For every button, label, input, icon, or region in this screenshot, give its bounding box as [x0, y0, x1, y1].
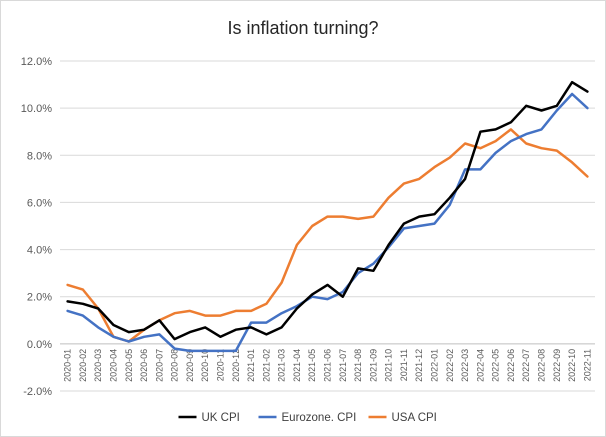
x-tick-label: 2022-07	[521, 349, 531, 382]
x-tick-label: 2022-10	[567, 349, 577, 382]
x-tick-label: 2022-01	[430, 349, 440, 382]
x-tick-label: 2021-12	[414, 349, 424, 382]
chart-title: Is inflation turning?	[227, 18, 379, 38]
x-tick-label: 2021-04	[292, 349, 302, 382]
x-tick-label: 2021-11	[399, 349, 409, 381]
legend-entry: USA CPI	[368, 412, 437, 424]
legend-entry: Eurozone. CPI	[258, 412, 357, 424]
x-tick-label: 2022-04	[475, 349, 485, 382]
y-tick-label: 10.0%	[21, 103, 52, 115]
x-tick-label: 2022-08	[537, 349, 547, 382]
x-tick-label: 2022-06	[506, 349, 516, 382]
x-tick-label: 2020-01	[63, 349, 73, 382]
x-tick-label: 2020-05	[124, 349, 134, 382]
x-tick-label: 2020-09	[185, 349, 195, 382]
x-tick-label: 2022-05	[491, 349, 501, 382]
x-tick-label: 2022-09	[552, 349, 562, 382]
x-tick-label: 2020-07	[154, 349, 164, 382]
x-tick-label: 2020-08	[170, 349, 180, 382]
x-tick-label: 2021-10	[384, 349, 394, 382]
x-tick-label: 2021-02	[261, 349, 271, 382]
x-tick-label: 2022-02	[445, 349, 455, 382]
x-tick-label: 2021-01	[246, 349, 256, 382]
y-tick-label: 12.0%	[21, 56, 52, 68]
series-line-usa-cpi	[66, 128, 589, 343]
series-lines	[66, 80, 589, 353]
legend-label: Eurozone. CPI	[282, 412, 357, 424]
legend-label: UK CPI	[202, 412, 240, 424]
x-tick-label: 2020-12	[231, 349, 241, 382]
x-tick-label: 2021-05	[307, 349, 317, 382]
x-tick-label: 2021-03	[277, 349, 287, 382]
series-line-uk-cpi	[66, 80, 589, 341]
gridlines	[60, 60, 595, 392]
x-tick-label: 2020-10	[200, 349, 210, 382]
y-tick-label: 2.0%	[27, 292, 52, 304]
x-tick-label: 2021-07	[338, 349, 348, 382]
x-tick-label: 2020-06	[139, 349, 149, 382]
x-tick-label: 2020-03	[93, 349, 103, 382]
legend-entry: UK CPI	[178, 412, 240, 424]
x-tick-label: 2022-11	[582, 349, 592, 381]
y-tick-label: -2.0%	[23, 386, 52, 398]
x-tick-label: 2022-03	[460, 349, 470, 382]
legend: UK CPI Eurozone. CPI USA CPI	[178, 412, 437, 424]
series-line-eurozone-cpi	[66, 92, 589, 353]
y-axis: -2.0% 0.0% 2.0% 4.0% 6.0% 8.0% 10.0% 12.0%	[21, 56, 52, 398]
x-tick-label: 2020-04	[109, 349, 119, 382]
y-tick-label: 4.0%	[27, 245, 52, 257]
y-tick-label: 0.0%	[27, 339, 52, 351]
x-axis-tick-labels: 2020-01 2020-02 2020-03 2020-04 2020-05 2020-…	[63, 349, 593, 382]
x-tick-label: 2021-06	[323, 349, 333, 382]
x-tick-label: 2020-02	[78, 349, 88, 382]
y-tick-label: 8.0%	[27, 150, 52, 162]
y-tick-label: 6.0%	[27, 197, 52, 209]
x-tick-label: 2020-11	[216, 349, 226, 381]
x-tick-label: 2021-09	[368, 349, 378, 382]
legend-label: USA CPI	[392, 412, 437, 424]
x-tick-label: 2021-08	[353, 349, 363, 382]
